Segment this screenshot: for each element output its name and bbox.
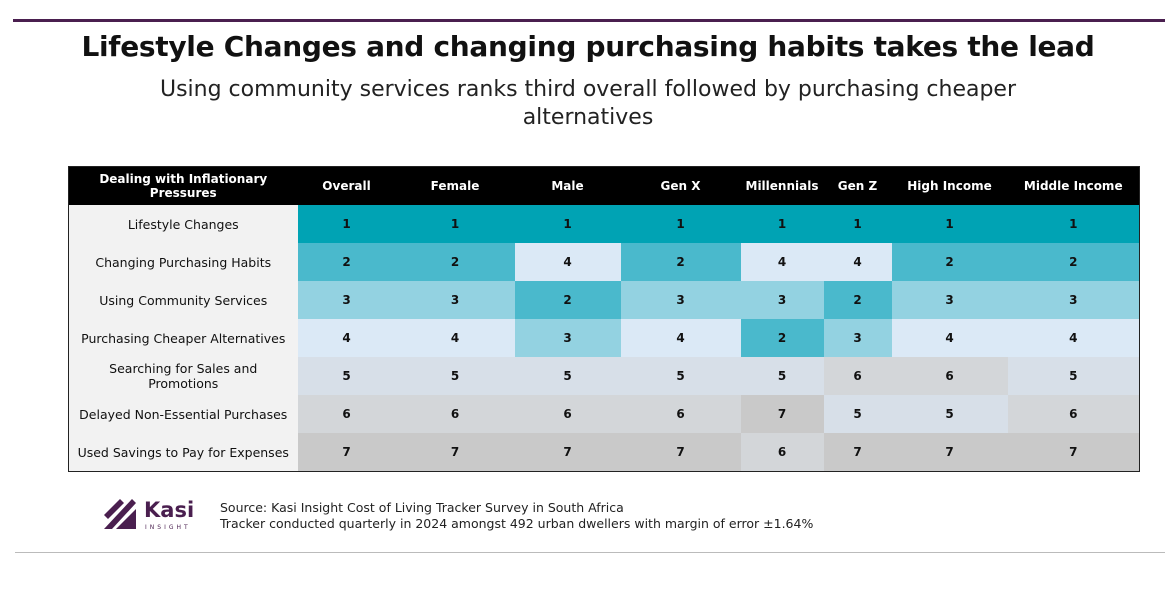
rank-cell: 7 — [1007, 433, 1140, 472]
column-header: Middle Income — [1007, 166, 1140, 205]
rank-cell: 1 — [740, 205, 824, 243]
rank-cell: 3 — [620, 281, 741, 319]
rank-cell: 6 — [1007, 395, 1140, 433]
row-label: Changing Purchasing Habits — [68, 243, 298, 281]
rank-cell: 7 — [297, 433, 396, 472]
rank-cell: 2 — [1007, 243, 1140, 281]
rank-cell: 4 — [620, 319, 741, 357]
rank-cell: 5 — [297, 357, 396, 395]
rank-cell: 5 — [1007, 357, 1140, 395]
rank-cell: 1 — [514, 205, 621, 243]
rank-cell: 4 — [1007, 319, 1140, 357]
rank-cell: 3 — [1007, 281, 1140, 319]
logo-text: Kasi — [144, 498, 194, 522]
table-row: Using Community Services 3 3 2 3 3 2 3 3 — [68, 281, 1140, 319]
rank-cell: 1 — [395, 205, 515, 243]
table-row: Searching for Sales and Promotions 5 5 5 5 5 6… — [68, 357, 1140, 395]
row-label: Used Savings to Pay for Expenses — [68, 433, 298, 472]
rank-cell: 1 — [620, 205, 741, 243]
row-label: Delayed Non-Essential Purchases — [68, 395, 298, 433]
table-row: Delayed Non-Essential Purchases 6 6 6 6 7 5 5 6 — [68, 395, 1140, 433]
row-label: Lifestyle Changes — [68, 205, 298, 243]
rank-cell: 2 — [891, 243, 1008, 281]
rank-cell: 3 — [740, 281, 824, 319]
rank-cell: 5 — [740, 357, 824, 395]
column-header: Gen Z — [823, 166, 892, 205]
rank-cell: 1 — [823, 205, 892, 243]
column-header: Gen X — [620, 166, 741, 205]
rank-cell: 4 — [740, 243, 824, 281]
rank-cell: 1 — [891, 205, 1008, 243]
column-header: Overall — [297, 166, 396, 205]
title: Lifestyle Changes and changing purchasin… — [81, 30, 1095, 63]
rank-cell: 3 — [395, 281, 515, 319]
rank-cell: 4 — [823, 243, 892, 281]
rank-cell: 7 — [395, 433, 515, 472]
table-row: Used Savings to Pay for Expenses 7 7 7 7 6 7 7 7 — [68, 433, 1140, 472]
rank-cell: 3 — [514, 319, 621, 357]
rank-cell: 7 — [823, 433, 892, 472]
rank-cell: 2 — [297, 243, 396, 281]
rank-cell: 2 — [514, 281, 621, 319]
rank-cell: 4 — [297, 319, 396, 357]
column-header: High Income — [891, 166, 1008, 205]
rank-cell: 5 — [620, 357, 741, 395]
rank-cell: 2 — [823, 281, 892, 319]
rank-cell: 6 — [891, 357, 1008, 395]
column-header: Dealing with Inflationary Pressures — [68, 166, 298, 205]
column-header: Female — [395, 166, 515, 205]
rank-cell: 4 — [395, 319, 515, 357]
rank-cell: 3 — [297, 281, 396, 319]
rank-cell: 2 — [740, 319, 824, 357]
rank-cell: 6 — [823, 357, 892, 395]
rank-cell: 7 — [620, 433, 741, 472]
row-label: Searching for Sales and Promotions — [68, 357, 298, 395]
rank-cell: 7 — [514, 433, 621, 472]
rank-cell: 7 — [891, 433, 1008, 472]
rank-cell: 6 — [740, 433, 824, 472]
rank-cell: 5 — [395, 357, 515, 395]
rank-cell: 6 — [514, 395, 621, 433]
footnote: Source: Kasi Insight Cost of Living Trac… — [220, 500, 813, 532]
rank-cell: 6 — [297, 395, 396, 433]
row-label: Purchasing Cheaper Alternatives — [68, 319, 298, 357]
logo: Kasi INSIGHT — [104, 498, 194, 531]
row-label: Using Community Services — [68, 281, 298, 319]
rank-cell: 5 — [823, 395, 892, 433]
rank-cell: 6 — [395, 395, 515, 433]
rank-cell: 2 — [395, 243, 515, 281]
rank-cell: 1 — [1007, 205, 1140, 243]
table-row: Changing Purchasing Habits 2 2 4 2 4 4 2 2 — [68, 243, 1140, 281]
header-row: Dealing with Inflationary Pressures Overa… — [68, 166, 1140, 205]
rank-cell: 5 — [514, 357, 621, 395]
ranking-table: Dealing with Inflationary Pressures Overa… — [68, 166, 1140, 472]
rank-cell: 7 — [740, 395, 824, 433]
table-body: Lifestyle Changes 1 1 1 1 1 1 1 1 Changing Purcha… — [68, 205, 1140, 472]
bottom-rule — [15, 552, 1165, 553]
table-row: Lifestyle Changes 1 1 1 1 1 1 1 1 — [68, 205, 1140, 243]
rank-cell: 4 — [514, 243, 621, 281]
logo-subtext: INSIGHT — [145, 524, 191, 531]
top-rule — [13, 19, 1165, 22]
note: Tracker conducted quarterly in 2024 amon… — [220, 516, 814, 531]
subtitle: Using community services ranks third ove… — [159, 77, 1017, 130]
rank-cell: 3 — [891, 281, 1008, 319]
column-header: Male — [514, 166, 621, 205]
column-header: Millennials — [740, 166, 824, 205]
source: Source: Kasi Insight Cost of Living Trac… — [220, 500, 624, 515]
rank-cell: 6 — [620, 395, 741, 433]
rank-cell: 2 — [620, 243, 741, 281]
rank-cell: 1 — [297, 205, 396, 243]
rank-cell: 3 — [823, 319, 892, 357]
rank-cell: 5 — [891, 395, 1008, 433]
table-row: Purchasing Cheaper Alternatives 4 4 3 4 2 3 4 4 — [68, 319, 1140, 357]
rank-cell: 4 — [891, 319, 1008, 357]
